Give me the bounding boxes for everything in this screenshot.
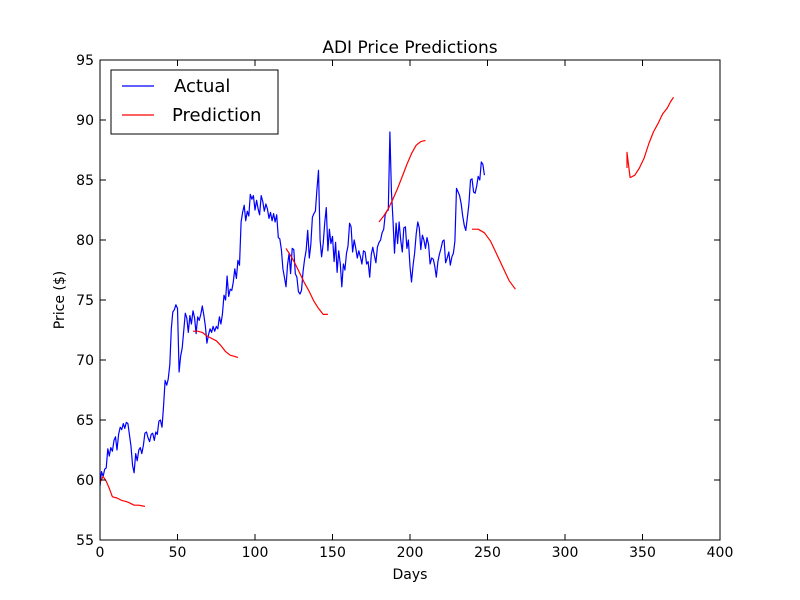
y-tick-label: 70	[76, 353, 94, 369]
x-tick-label: 150	[319, 545, 346, 561]
axis-ticks: 0 50 100 150 200 250 300 350 400 55 60 65 70 75 80 85 90…	[76, 53, 733, 561]
series-line-actual	[99, 131, 485, 487]
y-axis-label: Price ($)	[52, 271, 68, 329]
legend-label-prediction: Prediction	[172, 105, 261, 126]
y-tick-label: 80	[76, 233, 94, 249]
y-tick-label: 95	[76, 53, 94, 69]
x-tick-label: 400	[707, 545, 734, 561]
series-line-prediction-segment-6	[626, 96, 675, 179]
chart-title: ADI Price Predictions	[322, 38, 497, 58]
legend-box	[110, 69, 279, 135]
y-tick-label: 85	[76, 173, 94, 189]
x-tick-label: 350	[629, 545, 656, 561]
x-axis-label: Days	[393, 567, 428, 583]
series-line-prediction-segment-2	[193, 330, 239, 359]
x-tick-label: 100	[242, 545, 269, 561]
y-tick-label: 60	[76, 473, 94, 489]
plot-lines	[99, 96, 675, 507]
x-tick-label: 50	[169, 545, 187, 561]
x-tick-label: 250	[474, 545, 501, 561]
legend: Actual Prediction	[110, 69, 279, 135]
series-line-prediction-segment-4	[378, 139, 426, 223]
y-tick-label: 55	[76, 533, 94, 549]
y-tick-label: 75	[76, 293, 94, 309]
x-tick-label: 300	[552, 545, 579, 561]
series-line-prediction-segment-5	[472, 228, 516, 290]
series-line-prediction-segment-3	[285, 248, 328, 315]
y-tick-label: 90	[76, 113, 94, 129]
y-tick-label: 65	[76, 413, 94, 429]
x-tick-label: 200	[397, 545, 424, 561]
legend-label-actual: Actual	[174, 76, 230, 97]
x-tick-label: 0	[96, 545, 105, 561]
